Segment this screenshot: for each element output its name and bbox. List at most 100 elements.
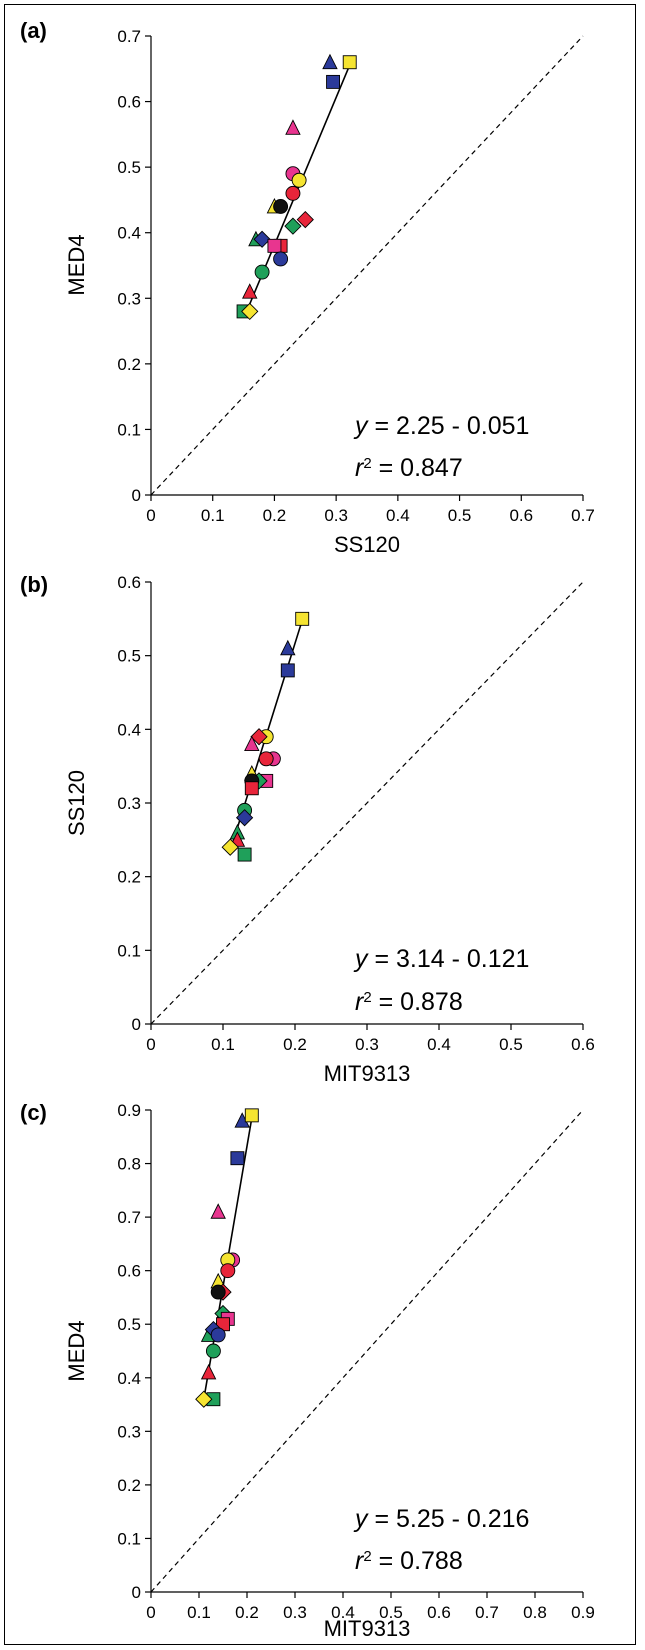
y-tick-label: 0.6 [117,573,141,592]
data-point-square [237,847,252,862]
y-tick-label: 0.2 [117,1476,141,1495]
r-squared-value: = 0.847 [372,454,463,482]
y-tick-label: 0.7 [117,1208,141,1227]
x-tick-label: 0.9 [571,1603,595,1622]
identity-line [150,35,584,496]
x-tick-label: 0 [146,506,155,525]
data-point-triangle [285,119,301,135]
data-point-square [230,1151,245,1166]
figure-frame [4,4,636,1645]
chart-panel-2: (b) 0 0.1 0.2 0.3 0.4 0.5 0.6 0 0.1 0.2 0.3 0.4 0.5 0.… [20,572,595,1086]
x-tick-label: 0.4 [331,1603,355,1622]
data-point-triangle [280,639,296,656]
data-point-circle [210,1284,226,1300]
x-tick-label: 0.7 [475,1603,499,1622]
r-squared-value: = 0.788 [372,1547,463,1575]
data-point-circle [291,172,307,188]
panel-label: (c) [20,1100,47,1125]
panel-label: (a) [20,18,47,43]
x-axis-label: SS120 [334,532,400,557]
x-tick-label: 0.3 [283,1603,307,1622]
equation-rest: = 3.14 - 0.121 [368,945,530,973]
y-tick-label: 0 [132,486,141,505]
y-tick-label: 0.5 [117,158,141,177]
data-point-diamond [253,230,271,248]
y-tick-label: 0.2 [117,355,141,374]
data-point-circle [220,1263,236,1279]
data-point-circle [285,185,301,201]
data-point-diamond [284,217,302,235]
y-tick-label: 0.3 [117,794,141,813]
data-point-square [280,663,295,678]
r-squared-text: r2 = 0.788 [355,1547,463,1575]
y-tick-label: 0.9 [117,1101,141,1120]
regression-equation: y = 3.14 - 0.121 [353,945,529,973]
identity-line [150,581,584,1025]
r-squared-text: r2 = 0.847 [355,454,463,482]
data-point-square [295,611,310,626]
y-tick-label: 0.3 [117,289,141,308]
equation-y-var: y [353,412,369,440]
r-squared-exponent: 2 [363,989,371,1006]
r-squared-var: r [355,1547,365,1575]
equation-rest: = 5.25 - 0.216 [368,1505,530,1533]
x-tick-label: 0.7 [571,506,595,525]
data-point-triangle [210,1203,226,1219]
y-tick-label: 0.5 [117,647,141,666]
x-axis-label: MIT9313 [324,1616,411,1641]
x-tick-label: 0.6 [427,1603,451,1622]
y-tick-label: 0.2 [117,868,141,887]
y-tick-label: 0.6 [117,93,141,112]
y-tick-label: 0 [132,1015,141,1034]
data-point-circle [273,251,289,267]
data-point-diamond [235,809,254,827]
data-point-diamond [241,302,259,321]
x-tick-label: 0.5 [499,1035,523,1054]
y-tick-label: 0.4 [117,224,141,243]
x-tick-label: 0.8 [523,1603,547,1622]
y-axis-label: SS120 [64,770,89,836]
y-tick-label: 0.4 [117,720,141,739]
panel-label: (b) [20,572,48,597]
data-point-circle [258,751,274,767]
chart-panel-1: (a) 0 0.1 0.2 0.3 0.4 0.5 0.6 0.7 0 0.1 0.2 0.3 0.4 0.… [20,18,595,557]
x-tick-label: 0.3 [324,506,348,525]
r-squared-var: r [355,454,365,482]
r-squared-exponent: 2 [363,1548,371,1565]
y-axis-label: MED4 [64,234,89,295]
data-point-square [244,781,259,796]
data-point-triangle [322,53,338,70]
y-tick-label: 0.3 [117,1422,141,1441]
x-tick-label: 0.4 [386,506,410,525]
data-point-square [244,1108,259,1123]
x-tick-label: 0.2 [263,506,287,525]
data-point-circle [205,1343,221,1359]
x-tick-label: 0 [146,1035,155,1054]
x-tick-label: 0.5 [448,506,472,525]
data-point-triangle [200,1363,217,1380]
x-tick-label: 0.1 [201,506,225,525]
data-point-diamond [296,210,314,229]
data-point-square [267,238,282,253]
y-tick-label: 0.8 [117,1155,141,1174]
equation-y-var: y [353,945,369,973]
y-tick-label: 0.1 [117,420,141,439]
x-tick-label: 0.2 [235,1603,259,1622]
x-tick-label: 0.1 [187,1603,211,1622]
regression-equation: y = 5.25 - 0.216 [353,1505,529,1533]
y-tick-label: 0.7 [117,27,141,46]
data-point-circle [210,1327,226,1343]
x-axis-label: MIT9313 [324,1061,411,1086]
x-tick-label: 0.6 [509,506,533,525]
x-tick-label: 0 [146,1603,155,1622]
y-tick-label: 0.5 [117,1315,141,1334]
x-tick-label: 0.6 [571,1035,595,1054]
data-point-square [326,74,341,89]
equation-y-var: y [353,1505,369,1533]
x-tick-label: 0.3 [355,1035,379,1054]
x-tick-label: 0.2 [283,1035,307,1054]
equation-rest: = 2.25 - 0.051 [368,412,530,440]
y-axis-label: MED4 [64,1320,89,1381]
data-point-circle [273,199,289,214]
x-tick-label: 0.4 [427,1035,451,1054]
